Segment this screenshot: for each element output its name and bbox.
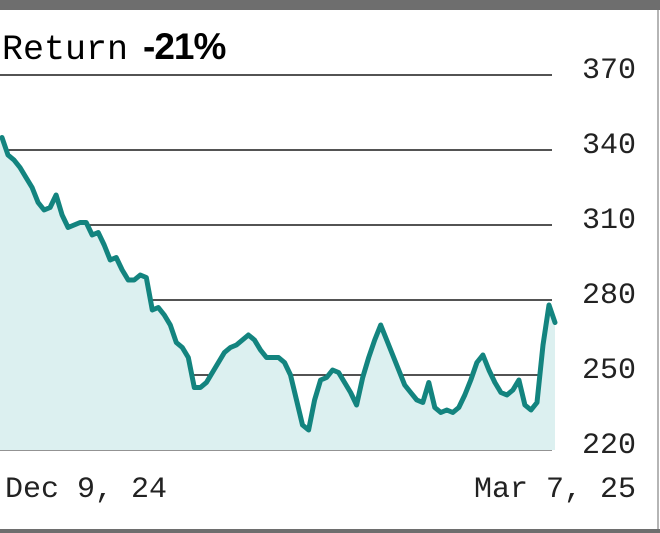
y-tick-label: 280 [582,279,636,313]
right-border [657,10,659,529]
return-value: -21% [143,26,226,67]
area-fill [0,137,555,450]
y-tick-label: 220 [582,429,636,463]
y-tick-label: 340 [582,129,636,163]
y-tick-label: 310 [582,204,636,238]
y-tick-label: 250 [582,354,636,388]
y-tick-labels: 220 250 280 310 340 370 [582,54,636,463]
x-tick-label: Mar 7, 25 [474,473,636,507]
top-border [0,0,660,10]
x-tick-labels: Dec 9, 24 Mar 7, 25 [5,473,636,507]
x-tick-label: Dec 9, 24 [5,473,167,507]
bottom-border [0,529,660,533]
series-line [0,135,558,433]
return-label: Return [2,30,129,70]
y-tick-label: 370 [582,54,636,88]
